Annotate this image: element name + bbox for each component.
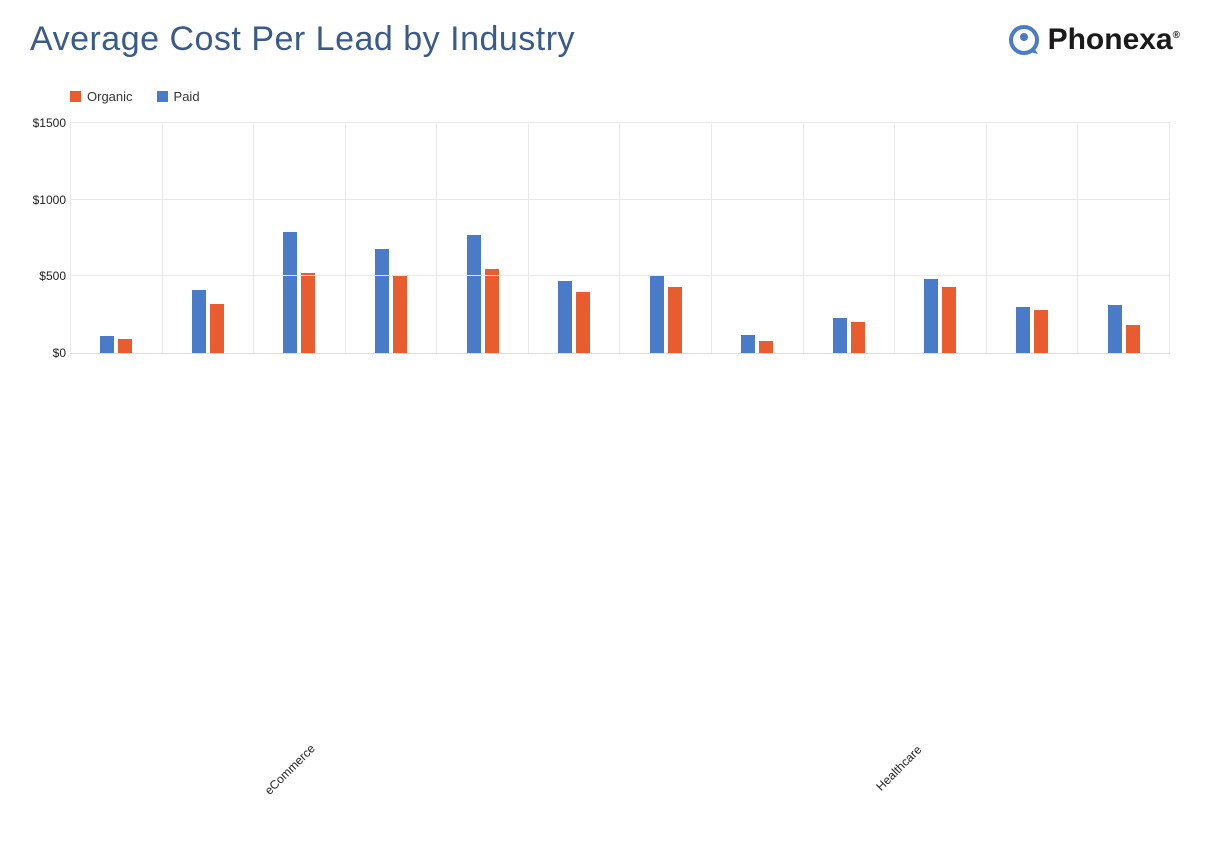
bar-paid	[192, 290, 206, 353]
bar-group	[833, 318, 865, 353]
phonexa-icon	[1008, 24, 1040, 56]
bar-organic	[485, 269, 499, 353]
bar-group	[283, 232, 315, 353]
legend-swatch	[157, 91, 168, 102]
legend-item-paid: Paid	[157, 89, 200, 104]
x-tick-label: Healthcare	[863, 364, 1210, 804]
bar-organic	[393, 275, 407, 353]
brand-name: Phonexa	[1048, 23, 1173, 56]
legend-label: Paid	[174, 89, 200, 104]
bar-paid	[375, 249, 389, 353]
grid-line	[70, 275, 1170, 276]
bar-chart: $0$500$1000$1500 eCommerceHealthcareLega…	[70, 124, 1170, 444]
bar-organic	[668, 287, 682, 353]
grid-line	[70, 199, 1170, 200]
bar-paid	[283, 232, 297, 353]
brand-logo: Phonexa®	[1008, 23, 1180, 57]
legend-label: Organic	[87, 89, 133, 104]
chart-column	[162, 124, 254, 353]
bar-paid	[1108, 305, 1122, 353]
bar-group	[375, 249, 407, 353]
plot-area: $0$500$1000$1500	[70, 124, 1170, 354]
chart-title: Average Cost Per Lead by Industry	[30, 20, 575, 59]
bar-organic	[1126, 325, 1140, 353]
header: Average Cost Per Lead by Industry Phonex…	[30, 20, 1180, 59]
chart-column	[70, 124, 162, 353]
x-tick-label: eCommerce	[250, 364, 695, 809]
bar-paid	[467, 235, 481, 353]
grid-line	[70, 122, 1170, 123]
bar-group	[650, 276, 682, 353]
chart-column	[345, 124, 437, 353]
bar-organic	[576, 292, 590, 353]
chart-column	[253, 124, 345, 353]
bar-paid	[650, 276, 664, 353]
legend: Organic Paid	[70, 89, 1180, 104]
legend-item-organic: Organic	[70, 89, 133, 104]
bar-organic	[942, 287, 956, 353]
chart-column	[711, 124, 803, 353]
legend-swatch	[70, 91, 81, 102]
bar-paid	[1016, 307, 1030, 353]
columns	[70, 124, 1170, 353]
y-tick-label: $0	[22, 346, 66, 360]
bar-paid	[833, 318, 847, 353]
bar-organic	[1034, 310, 1048, 353]
bar-group	[558, 281, 590, 353]
bar-group	[741, 335, 773, 353]
y-tick-label: $1000	[22, 193, 66, 207]
bar-paid	[741, 335, 755, 353]
chart-column	[1077, 124, 1170, 353]
bar-paid	[100, 336, 114, 353]
chart-column	[436, 124, 528, 353]
bar-paid	[558, 281, 572, 353]
bar-organic	[210, 304, 224, 353]
bar-organic	[759, 341, 773, 353]
chart-column	[528, 124, 620, 353]
bar-group	[467, 235, 499, 353]
chart-column	[894, 124, 986, 353]
bar-paid	[924, 279, 938, 353]
bar-group	[100, 336, 132, 353]
chart-column	[986, 124, 1078, 353]
bar-group	[1108, 305, 1140, 353]
brand-tm: ®	[1173, 30, 1180, 41]
bar-organic	[301, 273, 315, 353]
bar-organic	[118, 339, 132, 353]
y-tick-label: $1500	[22, 116, 66, 130]
bar-organic	[851, 322, 865, 353]
y-tick-label: $500	[22, 269, 66, 283]
chart-column	[803, 124, 895, 353]
x-axis-labels: eCommerceHealthcareLegal ServicesSoftwar…	[70, 364, 1170, 378]
bar-group	[924, 279, 956, 353]
bar-group	[1016, 307, 1048, 353]
bar-group	[192, 290, 224, 353]
chart-column	[619, 124, 711, 353]
